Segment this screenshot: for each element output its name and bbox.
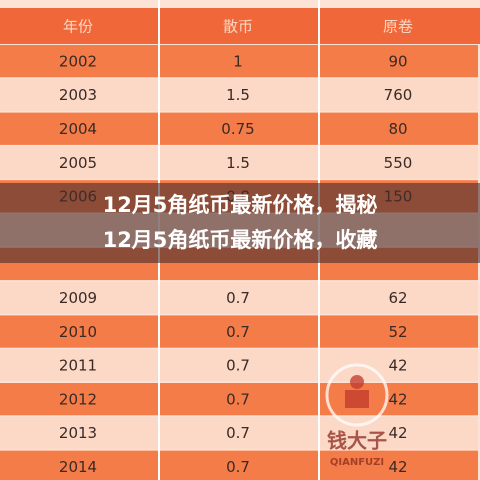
row-cell-bg <box>320 281 478 314</box>
table-cell: 1.5 <box>226 154 250 172</box>
header-cell: 年份 <box>63 18 93 36</box>
table-cell: 0.7 <box>226 289 250 307</box>
row-cell-bg <box>160 112 318 145</box>
row-cell-bg <box>160 349 318 382</box>
table-cell: 2003 <box>59 86 97 104</box>
row-cell-bg <box>0 349 158 382</box>
table-cell: 2005 <box>59 154 97 172</box>
row-cell-bg <box>320 349 478 382</box>
row-cell-bg <box>160 416 318 450</box>
row-cell-bg <box>320 78 478 112</box>
table-cell: 1.5 <box>226 86 250 104</box>
table-cell: 2014 <box>59 458 97 476</box>
table-cell: 62 <box>388 289 407 307</box>
table-cell: 0.7 <box>226 458 250 476</box>
table-cell: 2004 <box>59 120 97 138</box>
row-cell-bg <box>0 315 158 348</box>
table-cell: 90 <box>388 52 407 70</box>
table-cell: 80 <box>388 120 407 138</box>
row-cell-bg <box>160 281 318 314</box>
table-cell: 42 <box>388 458 407 476</box>
watermark-latin: QIANFUZI <box>330 457 384 468</box>
table-cell: 0.7 <box>226 357 250 375</box>
row-cell-bg <box>320 315 478 348</box>
table-cell: 1 <box>233 52 243 70</box>
row-cell-bg <box>0 146 158 179</box>
row-cell-bg <box>0 383 158 416</box>
table-cell: 760 <box>384 86 413 104</box>
header-row <box>0 8 480 44</box>
table-cell: 0.7 <box>226 424 250 442</box>
table-cell: 52 <box>388 323 407 341</box>
watermark: 钱大子 QIANFUZI <box>325 363 389 468</box>
row-cell-bg <box>160 383 318 416</box>
overlay-title: 12月5角纸币最新价格，揭秘 <box>103 193 378 217</box>
row-cell-bg <box>0 78 158 112</box>
row-cell-bg <box>160 315 318 348</box>
watermark-name: 钱大子 <box>327 429 387 453</box>
overlay-title: 12月5角纸币最新价格，收藏 <box>103 228 378 252</box>
row-cell-bg <box>0 112 158 145</box>
table-cell: 0.7 <box>226 323 250 341</box>
row-cell-bg <box>320 45 478 78</box>
row-cell-bg <box>320 112 478 145</box>
table-cell: 2013 <box>59 424 97 442</box>
row-cell-bg <box>320 450 478 480</box>
header-cell: 原卷 <box>383 18 413 36</box>
row-cell-bg <box>160 45 318 78</box>
table-cell: 0.7 <box>226 390 250 408</box>
row-cell-bg <box>0 281 158 314</box>
table-cell: 0.75 <box>221 120 254 138</box>
row-cell-bg <box>0 416 158 450</box>
table-cell: 2009 <box>59 289 97 307</box>
table-cell: 2010 <box>59 323 97 341</box>
watermark-ring <box>325 363 389 427</box>
row-cell-bg <box>0 45 158 78</box>
table-cell: 2011 <box>59 357 97 375</box>
table-cell: 2012 <box>59 390 97 408</box>
overlay-band <box>0 183 480 263</box>
row-cell-bg <box>160 450 318 480</box>
watermark-icon <box>345 390 369 408</box>
row-cell-bg <box>160 78 318 112</box>
row-cell-bg <box>0 450 158 480</box>
table-cell: 2002 <box>59 52 97 70</box>
watermark-icon <box>350 375 364 389</box>
header-cell: 散币 <box>223 18 253 36</box>
table-cell: 42 <box>388 357 407 375</box>
table-cell: 550 <box>384 154 413 172</box>
row-cell-bg <box>320 146 478 179</box>
row-cell-bg <box>160 146 318 179</box>
table-cell: 42 <box>388 390 407 408</box>
table-cell: 42 <box>388 424 407 442</box>
